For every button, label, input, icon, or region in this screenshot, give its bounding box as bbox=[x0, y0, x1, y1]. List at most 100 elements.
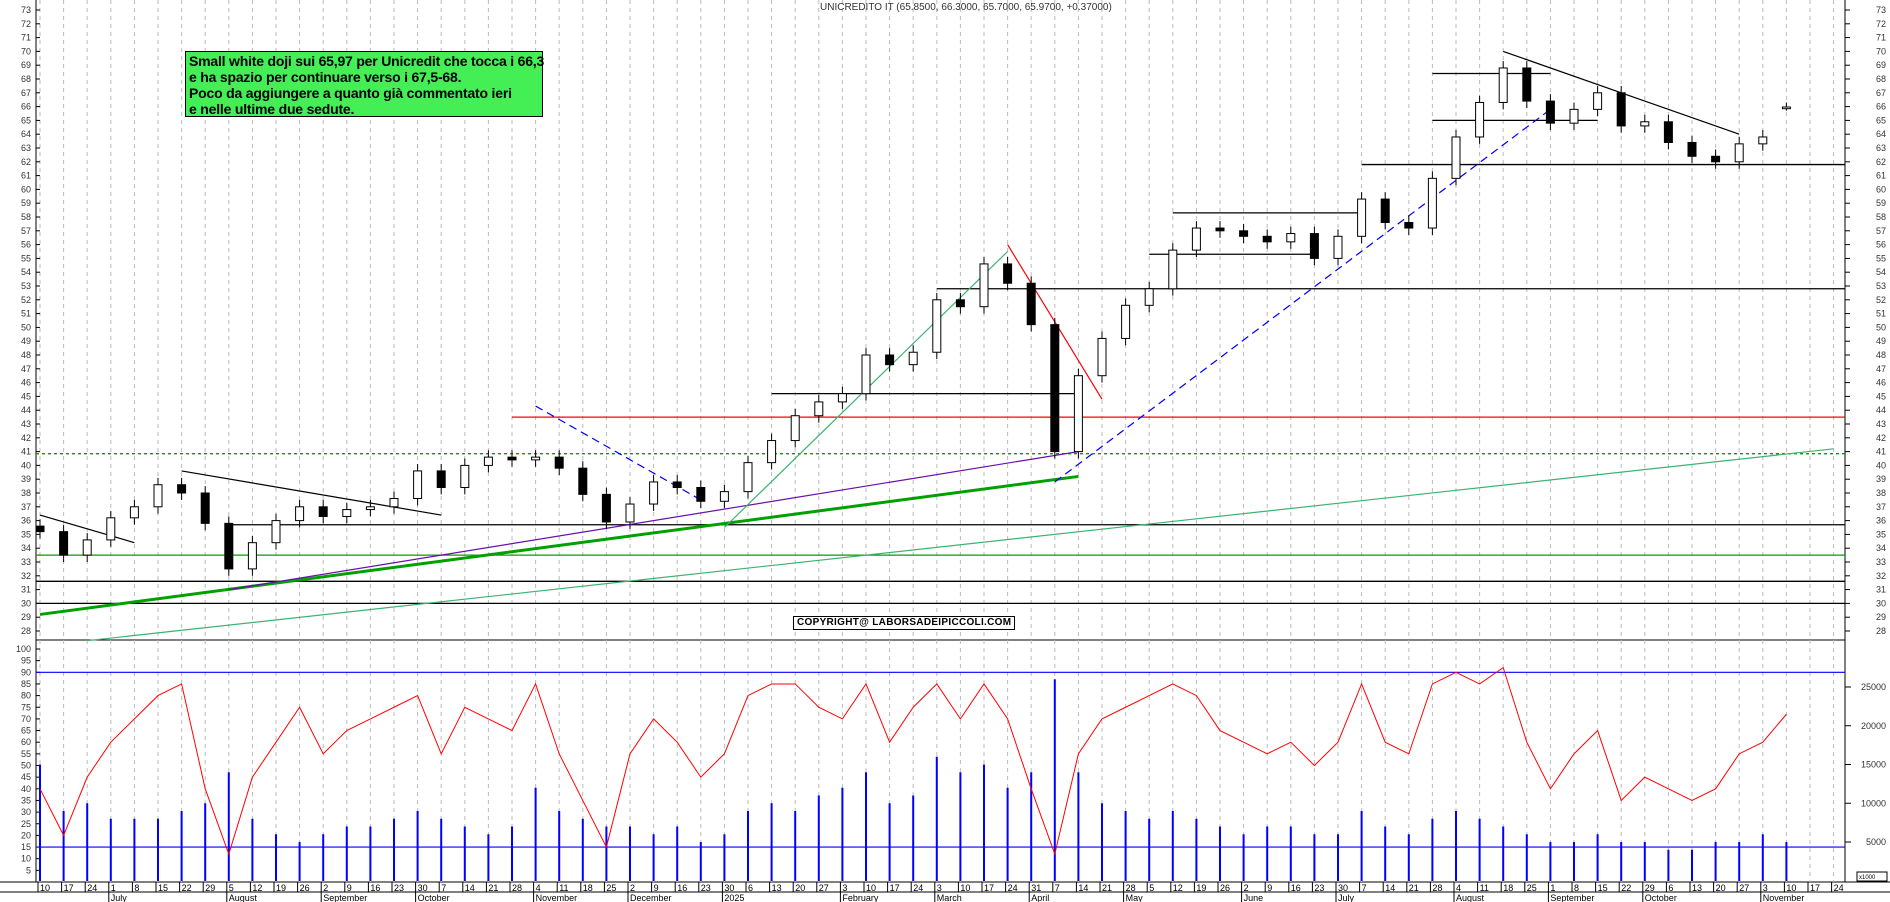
date-tick-label: 3 bbox=[1763, 883, 1768, 893]
price-axis-label: 69 bbox=[21, 60, 31, 70]
price-axis-label: 53 bbox=[21, 281, 31, 291]
oscillator-line bbox=[39, 666, 1787, 856]
price-axis-label-right: 72 bbox=[1876, 19, 1886, 29]
date-tick-label: 14 bbox=[465, 883, 475, 893]
month-label: April bbox=[1031, 893, 1049, 902]
date-tick-label: 2 bbox=[1244, 883, 1249, 893]
price-axis-label: 40 bbox=[21, 460, 31, 470]
price-axis-label: 34 bbox=[21, 543, 31, 553]
price-axis-label: 32 bbox=[21, 571, 31, 581]
price-axis-label: 58 bbox=[21, 212, 31, 222]
candle-body bbox=[177, 484, 187, 494]
volume-axis-label: 15000 bbox=[1861, 760, 1886, 770]
price-axis-label: 51 bbox=[21, 309, 31, 319]
candle-body bbox=[578, 467, 588, 495]
candle-body bbox=[1144, 288, 1154, 306]
date-tick-label: 7 bbox=[1362, 883, 1367, 893]
candle-body bbox=[1404, 222, 1414, 229]
date-tick-label: 10 bbox=[866, 883, 876, 893]
volume-unit-box bbox=[1856, 871, 1888, 882]
candle-body bbox=[1286, 233, 1296, 243]
date-tick-label: 22 bbox=[182, 883, 192, 893]
candle-body bbox=[1262, 235, 1272, 243]
price-axis-label-right: 55 bbox=[1876, 253, 1886, 263]
oscillator-axis-label: 60 bbox=[21, 737, 31, 747]
candle-body bbox=[295, 506, 305, 522]
candle-body bbox=[200, 492, 210, 524]
price-axis-label: 45 bbox=[21, 391, 31, 401]
candle-body bbox=[531, 456, 541, 461]
date-tick-label: 8 bbox=[1574, 883, 1579, 893]
candle-body bbox=[365, 506, 375, 511]
price-axis-label-right: 58 bbox=[1876, 212, 1886, 222]
date-tick-label: 27 bbox=[1739, 883, 1749, 893]
price-axis-label-right: 29 bbox=[1876, 612, 1886, 622]
candle-body bbox=[1073, 375, 1083, 453]
price-axis-label-right: 53 bbox=[1876, 281, 1886, 291]
month-label: 2025 bbox=[724, 893, 744, 902]
candle-body bbox=[460, 464, 470, 488]
trendline bbox=[87, 448, 1834, 642]
price-axis-label-right: 42 bbox=[1876, 433, 1886, 443]
price-axis-label: 37 bbox=[21, 502, 31, 512]
date-tick-label: 21 bbox=[1409, 883, 1419, 893]
candle-body bbox=[1191, 227, 1201, 251]
candle-body bbox=[413, 470, 423, 500]
date-tick-label: 11 bbox=[1480, 883, 1489, 893]
price-axis-label: 64 bbox=[21, 129, 31, 139]
date-tick-label: 7 bbox=[441, 883, 446, 893]
price-axis-label-right: 34 bbox=[1876, 543, 1886, 553]
price-axis-label-right: 68 bbox=[1876, 74, 1886, 84]
price-axis-label: 43 bbox=[21, 419, 31, 429]
date-tick-label: 14 bbox=[1385, 883, 1395, 893]
candle-body bbox=[1121, 304, 1131, 339]
annotation-line: Small white doji sui 65,97 per Unicredit… bbox=[189, 53, 545, 69]
candle-body bbox=[1380, 198, 1390, 224]
candle-body bbox=[153, 484, 163, 508]
date-tick-label: 28 bbox=[512, 883, 522, 893]
date-tick-label: 19 bbox=[1196, 883, 1206, 893]
oscillator-axis-label: 75 bbox=[21, 702, 31, 712]
candle-body bbox=[554, 456, 564, 469]
candle-body bbox=[861, 354, 871, 395]
candle-body bbox=[1616, 92, 1626, 127]
date-tick-label: 23 bbox=[1314, 883, 1324, 893]
month-label: November bbox=[536, 893, 578, 902]
date-tick-label: 21 bbox=[488, 883, 498, 893]
date-tick-label: 16 bbox=[370, 883, 380, 893]
date-tick-label: 24 bbox=[913, 883, 923, 893]
price-axis-label-right: 43 bbox=[1876, 419, 1886, 429]
trendline bbox=[39, 474, 1079, 616]
oscillator-axis-label: 55 bbox=[21, 749, 31, 759]
price-axis-label-right: 69 bbox=[1876, 60, 1886, 70]
date-tick-label: 4 bbox=[1456, 883, 1461, 893]
date-tick-label: 24 bbox=[87, 883, 97, 893]
candle-body bbox=[1545, 100, 1555, 124]
date-tick-label: 20 bbox=[1716, 883, 1726, 893]
candle-body bbox=[35, 525, 45, 533]
candle-body bbox=[436, 470, 446, 488]
price-axis-label: 42 bbox=[21, 433, 31, 443]
date-tick-label: 18 bbox=[583, 883, 593, 893]
candle-body bbox=[224, 522, 234, 570]
candle-body bbox=[837, 393, 847, 403]
price-axis-label-right: 28 bbox=[1876, 626, 1886, 636]
price-axis-label-right: 52 bbox=[1876, 295, 1886, 305]
date-tick-label: 10 bbox=[960, 883, 970, 893]
date-tick-label: 6 bbox=[1668, 883, 1673, 893]
price-axis-label: 41 bbox=[21, 447, 31, 457]
date-tick-label: 31 bbox=[1031, 883, 1041, 893]
candle-body bbox=[1003, 263, 1013, 284]
price-axis-label-right: 31 bbox=[1876, 585, 1886, 595]
price-axis-label: 29 bbox=[21, 612, 31, 622]
price-axis-label: 44 bbox=[21, 405, 31, 415]
price-axis-label: 60 bbox=[21, 184, 31, 194]
candle-body bbox=[790, 415, 800, 442]
month-label: December bbox=[630, 893, 672, 902]
candle-body bbox=[1734, 143, 1744, 163]
oscillator-axis-label: 15 bbox=[21, 842, 31, 852]
price-axis-label: 39 bbox=[21, 474, 31, 484]
date-tick-label: 26 bbox=[1220, 883, 1230, 893]
candle-body bbox=[1239, 230, 1249, 237]
